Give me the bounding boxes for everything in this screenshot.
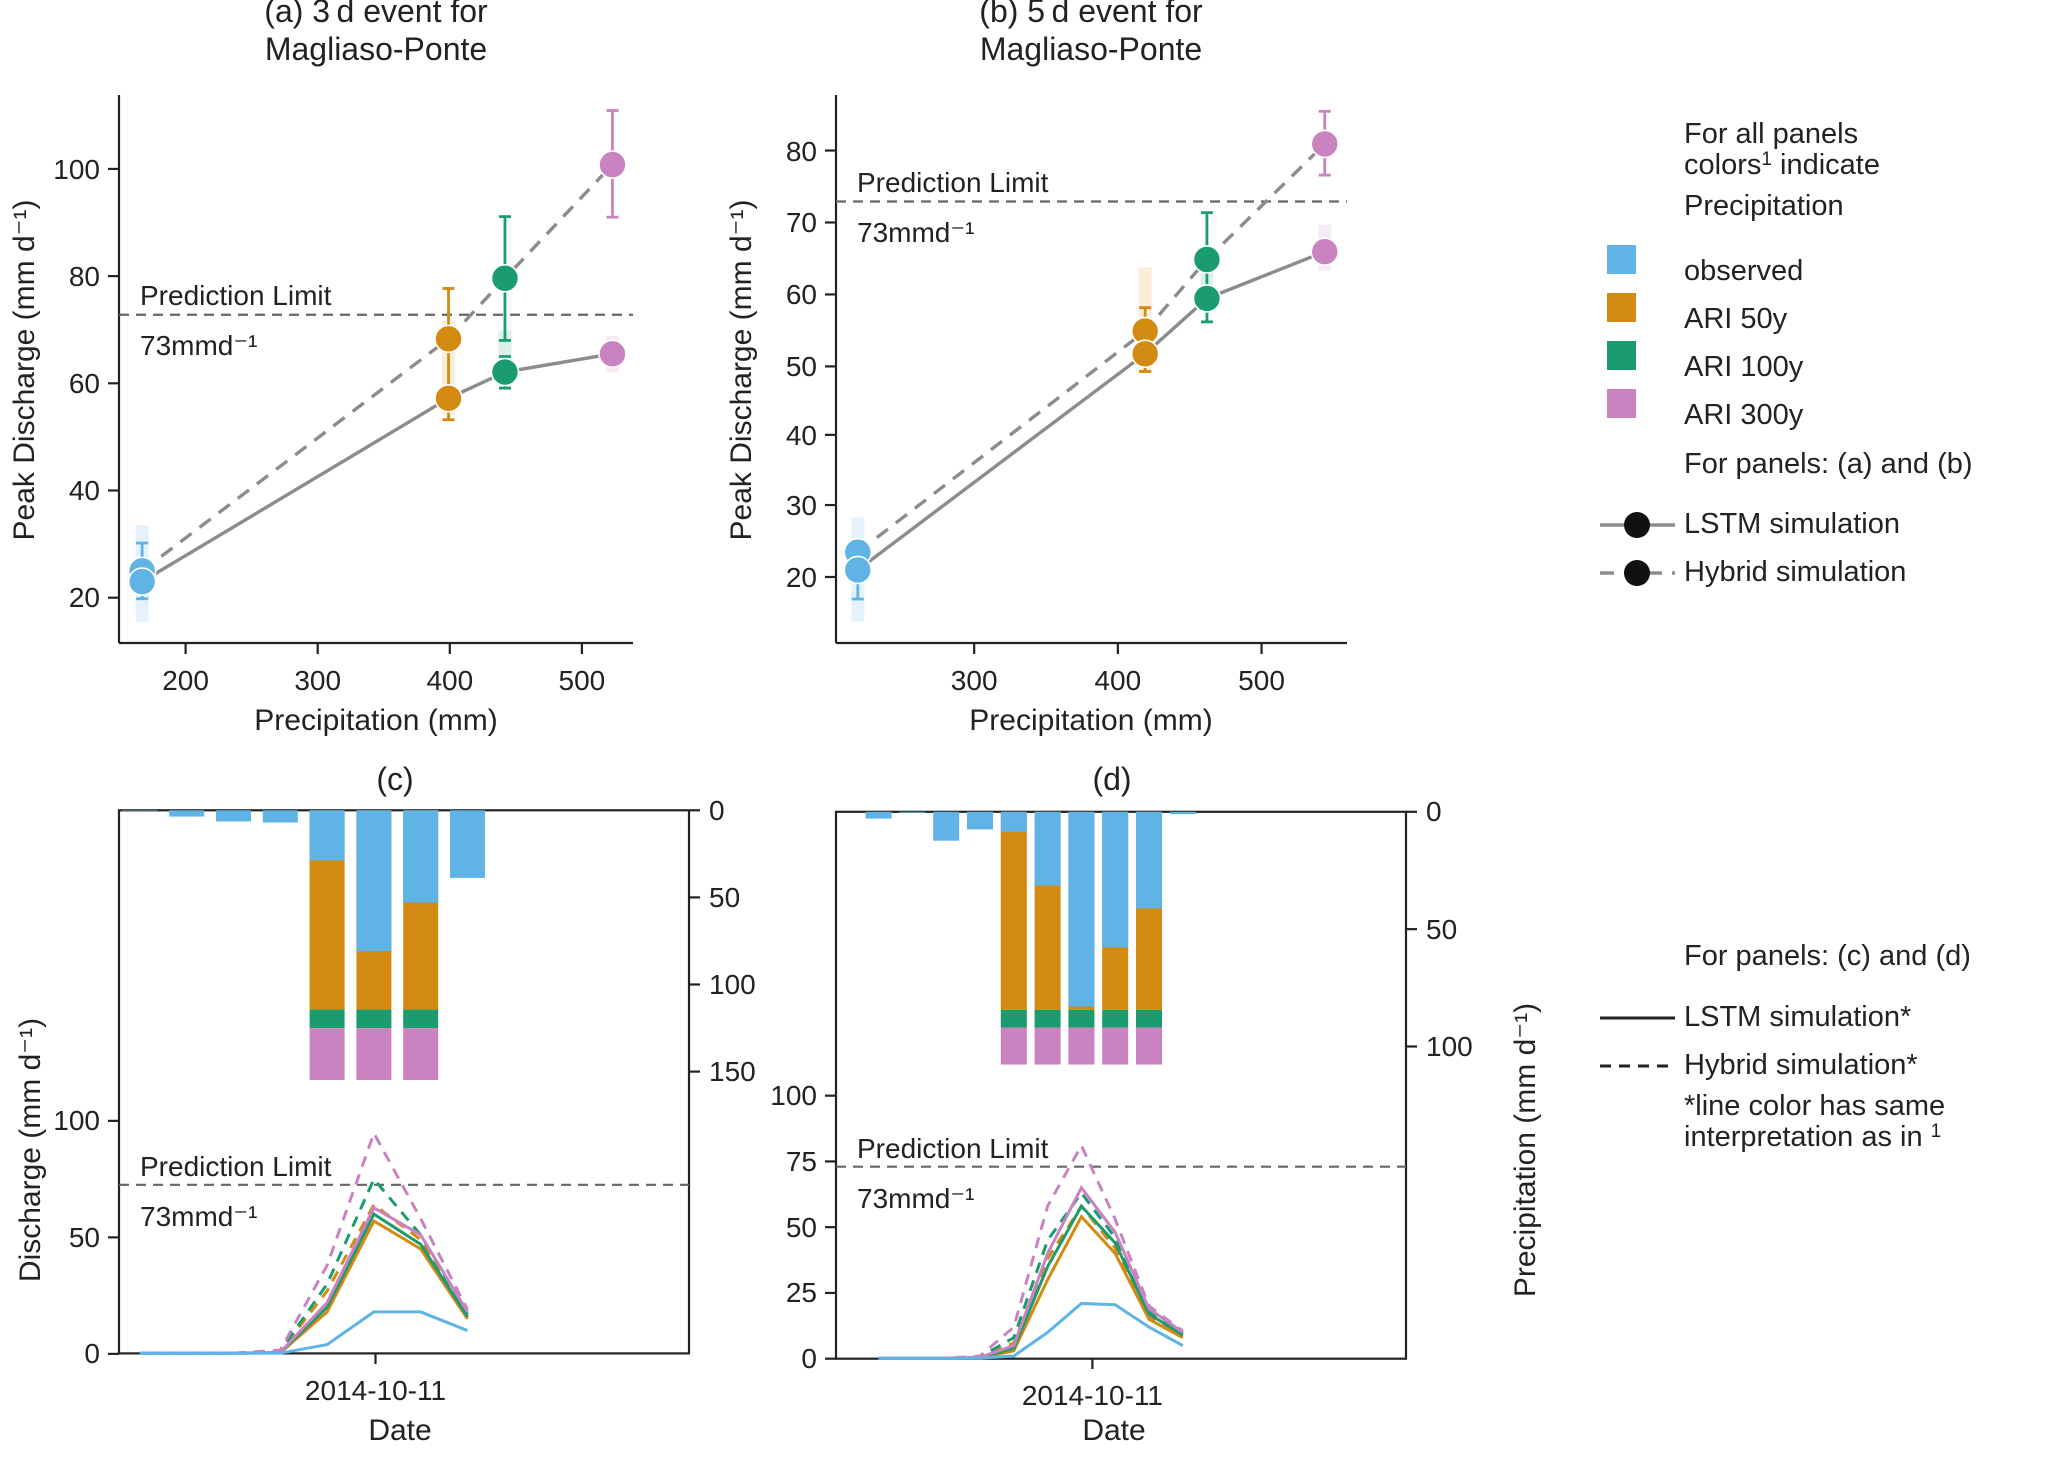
svg-text:400: 400 (1094, 665, 1141, 696)
svg-text:150: 150 (709, 1056, 756, 1087)
svg-text:Date: Date (1082, 1414, 1145, 1447)
svg-text:400: 400 (426, 665, 473, 696)
svg-text:100: 100 (1426, 1031, 1473, 1062)
svg-text:ARI 300y: ARI 300y (1684, 399, 1804, 431)
svg-text:2014-10-11: 2014-10-11 (1022, 1380, 1163, 1411)
svg-text:Prediction Limit: Prediction Limit (857, 167, 1049, 198)
svg-text:interpretation as in 1: interpretation as in 1 (1684, 1121, 1941, 1153)
svg-text:*line color has same: *line color has same (1684, 1090, 1945, 1122)
svg-text:Discharge (mm d⁻¹): Discharge (mm d⁻¹) (14, 1018, 47, 1282)
svg-text:0: 0 (84, 1338, 100, 1369)
svg-text:60: 60 (786, 279, 817, 310)
svg-text:(b) 5 d event for: (b) 5 d event for (979, 0, 1203, 29)
svg-text:80: 80 (69, 261, 100, 292)
svg-text:Precipitation (mm): Precipitation (mm) (254, 704, 497, 737)
svg-text:Magliaso-Ponte: Magliaso-Ponte (265, 31, 487, 67)
svg-text:Magliaso-Ponte: Magliaso-Ponte (980, 31, 1202, 67)
svg-text:20: 20 (786, 562, 817, 593)
svg-text:80: 80 (786, 136, 817, 167)
svg-text:Peak Discharge (mm d⁻¹): Peak Discharge (mm d⁻¹) (8, 200, 41, 541)
svg-text:(a) 3 d event for: (a) 3 d event for (264, 0, 488, 29)
svg-text:40: 40 (69, 475, 100, 506)
svg-text:Precipitation (mm d⁻¹): Precipitation (mm d⁻¹) (1509, 1003, 1542, 1297)
svg-text:30: 30 (786, 490, 817, 521)
svg-text:73mmd⁻¹: 73mmd⁻¹ (857, 217, 974, 248)
svg-text:500: 500 (559, 665, 606, 696)
svg-text:73mmd⁻¹: 73mmd⁻¹ (140, 330, 257, 361)
svg-text:100: 100 (53, 1105, 100, 1136)
svg-text:Prediction Limit: Prediction Limit (140, 280, 332, 311)
svg-text:50: 50 (709, 882, 740, 913)
svg-text:Date: Date (368, 1414, 431, 1447)
svg-text:0: 0 (801, 1343, 817, 1374)
svg-text:50: 50 (786, 1212, 817, 1243)
svg-text:colors1 indicate: colors1 indicate (1684, 149, 1880, 181)
svg-text:75: 75 (786, 1146, 817, 1177)
svg-text:100: 100 (770, 1080, 817, 1111)
svg-text:For panels: (a) and (b): For panels: (a) and (b) (1684, 448, 1973, 480)
svg-text:2014-10-11: 2014-10-11 (305, 1375, 446, 1406)
svg-text:Prediction Limit: Prediction Limit (857, 1133, 1049, 1164)
svg-text:LSTM simulation*: LSTM simulation* (1684, 1001, 1911, 1033)
svg-text:Prediction Limit: Prediction Limit (140, 1151, 332, 1182)
svg-text:observed: observed (1684, 255, 1803, 287)
svg-text:100: 100 (709, 969, 756, 1000)
svg-text:For panels: (c) and (d): For panels: (c) and (d) (1684, 940, 1971, 972)
svg-text:60: 60 (69, 368, 100, 399)
svg-text:300: 300 (294, 665, 341, 696)
svg-text:300: 300 (951, 665, 998, 696)
svg-text:ARI 50y: ARI 50y (1684, 303, 1788, 335)
svg-text:50: 50 (786, 351, 817, 382)
svg-text:ARI 100y: ARI 100y (1684, 351, 1804, 383)
svg-text:70: 70 (786, 207, 817, 238)
svg-text:200: 200 (162, 665, 209, 696)
svg-text:Hybrid simulation: Hybrid simulation (1684, 556, 1906, 588)
svg-text:(d): (d) (1092, 761, 1131, 797)
svg-text:0: 0 (1426, 796, 1442, 827)
svg-text:40: 40 (786, 420, 817, 451)
svg-text:500: 500 (1238, 665, 1285, 696)
svg-text:For all panels: For all panels (1684, 118, 1858, 150)
svg-text:0: 0 (709, 795, 725, 826)
svg-text:100: 100 (53, 154, 100, 185)
svg-text:Precipitation: Precipitation (1684, 190, 1844, 222)
svg-text:Precipitation (mm): Precipitation (mm) (969, 704, 1212, 737)
svg-text:50: 50 (69, 1222, 100, 1253)
svg-text:Hybrid simulation*: Hybrid simulation* (1684, 1049, 1918, 1081)
svg-text:20: 20 (69, 582, 100, 613)
svg-text:Peak Discharge (mm d⁻¹): Peak Discharge (mm d⁻¹) (725, 200, 758, 541)
svg-text:73mmd⁻¹: 73mmd⁻¹ (857, 1183, 974, 1214)
svg-text:73mmd⁻¹: 73mmd⁻¹ (140, 1201, 257, 1232)
svg-text:LSTM simulation: LSTM simulation (1684, 508, 1900, 540)
svg-text:25: 25 (786, 1277, 817, 1308)
svg-text:(c): (c) (376, 761, 413, 797)
svg-text:50: 50 (1426, 914, 1457, 945)
